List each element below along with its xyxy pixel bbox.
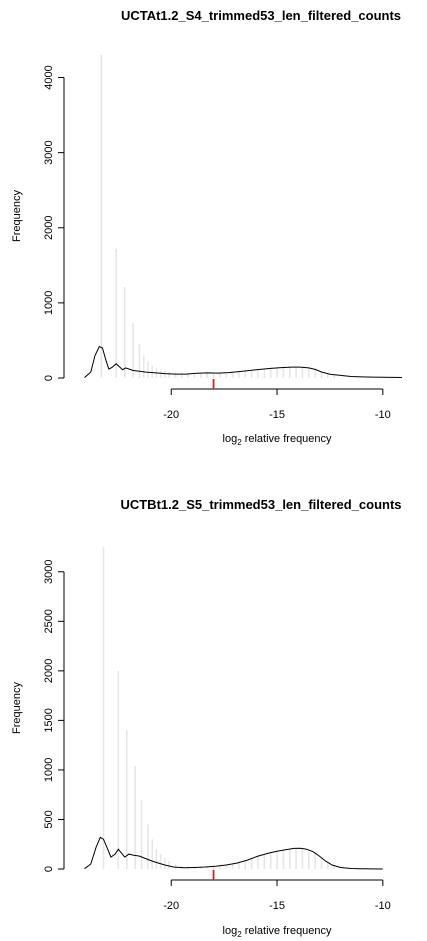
chart-title: UCTAt1.2_S4_trimmed53_len_filtered_count… bbox=[121, 8, 401, 23]
y-tick-label: 1500 bbox=[43, 708, 55, 732]
chart-panel-1: UCTAt1.2_S4_trimmed53_len_filtered_count… bbox=[11, 8, 402, 447]
x-axis-label-subscript: 2 bbox=[237, 438, 242, 447]
x-tick-label: -15 bbox=[269, 409, 285, 421]
y-tick-label: 2500 bbox=[43, 609, 55, 633]
x-axis-label-subscript: 2 bbox=[237, 930, 242, 939]
x-axis: -20 -15 -10 log2 relative frequency bbox=[163, 388, 391, 447]
y-axis-label: Frequency bbox=[11, 682, 23, 734]
x-tick-label: -15 bbox=[269, 900, 285, 912]
density-curve bbox=[84, 345, 402, 378]
y-tick-label: 3000 bbox=[43, 560, 55, 584]
chart-panel-2: UCTBt1.2_S5_trimmed53_len_filtered_count… bbox=[11, 497, 402, 939]
x-axis-label: log2 relative frequency bbox=[223, 925, 333, 939]
y-axis-label: Frequency bbox=[11, 190, 23, 242]
y-tick-label: 4000 bbox=[43, 65, 55, 89]
x-tick-label: -10 bbox=[375, 900, 391, 912]
x-tick-label: -20 bbox=[163, 409, 179, 421]
histogram-bars bbox=[102, 547, 335, 869]
y-tick-label: 3000 bbox=[43, 140, 55, 164]
y-tick-label: 0 bbox=[43, 866, 55, 872]
y-tick-label: 0 bbox=[43, 375, 55, 381]
x-tick-label: -20 bbox=[163, 900, 179, 912]
chart-title: UCTBt1.2_S5_trimmed53_len_filtered_count… bbox=[120, 497, 401, 512]
histogram-bars bbox=[100, 55, 335, 378]
x-axis: -20 -15 -10 log2 relative frequency bbox=[163, 879, 391, 939]
y-tick-label: 2000 bbox=[43, 659, 55, 683]
x-tick-label: -10 bbox=[375, 409, 391, 421]
x-axis-label-prefix: log bbox=[223, 925, 238, 937]
y-tick-label: 1000 bbox=[43, 291, 55, 315]
y-axis: 0 500 1000 1500 2000 2500 3000 Frequency bbox=[11, 560, 65, 872]
x-axis-label-suffix: relative frequency bbox=[242, 433, 332, 445]
density-curve bbox=[84, 836, 383, 870]
x-axis-label: log2 relative frequency bbox=[223, 433, 333, 447]
x-axis-label-suffix: relative frequency bbox=[242, 925, 332, 937]
y-tick-label: 2000 bbox=[43, 216, 55, 240]
x-axis-label-prefix: log bbox=[223, 433, 238, 445]
y-axis: 0 1000 2000 3000 4000 Frequency bbox=[11, 65, 65, 381]
y-tick-label: 1000 bbox=[43, 758, 55, 782]
y-tick-label: 500 bbox=[43, 810, 55, 828]
